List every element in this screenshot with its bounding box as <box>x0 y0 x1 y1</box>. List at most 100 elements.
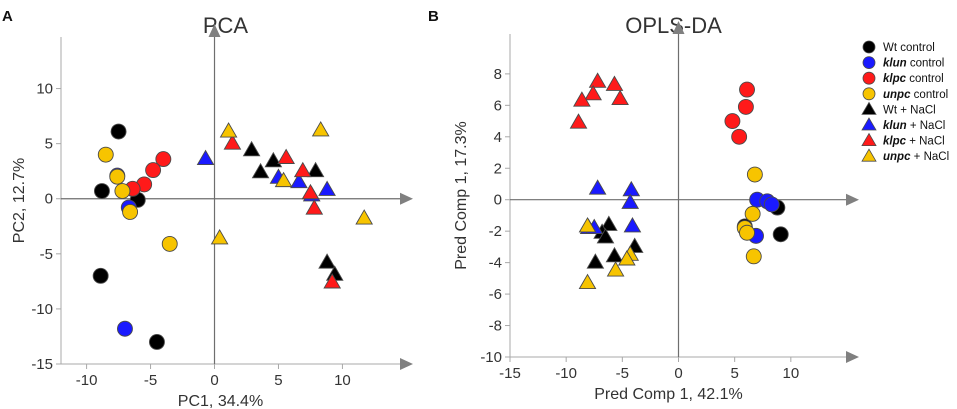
y-tick-label: -2 <box>489 223 502 240</box>
data-point <box>622 180 641 197</box>
x-tick-label: -15 <box>499 365 521 382</box>
data-point <box>148 334 165 350</box>
series-wt_nacl <box>586 215 644 269</box>
data-point <box>578 217 597 233</box>
legend-marker <box>862 40 876 54</box>
data-point <box>219 122 238 138</box>
legend-condition: + NaCl <box>910 151 949 163</box>
x-axis-arrow <box>400 358 413 370</box>
data-point <box>92 267 109 284</box>
x-tick-label: -5 <box>616 365 629 382</box>
data-point <box>196 149 215 166</box>
x-axis-label: PC1, 34.4% <box>178 393 263 409</box>
y-tick-label: 4 <box>494 129 502 146</box>
x-tick-label: 10 <box>334 372 351 389</box>
data-point <box>596 228 615 244</box>
legend-condition: + NaCl <box>906 136 945 148</box>
y-tick-label: 0 <box>45 191 53 208</box>
y-tick-label: 0 <box>494 192 502 209</box>
legend-genotype: unpc <box>883 151 911 163</box>
legend-genotype: Wt <box>883 42 898 54</box>
data-point <box>210 228 229 245</box>
legend-label: unpc control <box>883 89 948 101</box>
data-point <box>117 320 133 337</box>
series-klpc_nacl <box>223 134 342 289</box>
data-point <box>588 72 607 88</box>
data-point <box>110 123 127 140</box>
data-point <box>145 162 162 179</box>
x-tick-label: 5 <box>274 372 282 389</box>
legend-genotype: klun <box>883 58 907 70</box>
legend-genotype: unpc <box>883 89 911 101</box>
x-tick-label: -5 <box>144 372 157 389</box>
data-point <box>242 140 261 157</box>
legend-marker <box>861 132 877 147</box>
legend-genotype: klun <box>883 120 907 132</box>
data-point <box>746 166 763 183</box>
legend-item-wt_nacl: Wt + NaCl <box>861 101 936 116</box>
series-klun_control <box>748 191 780 244</box>
data-point <box>318 180 336 196</box>
data-point <box>578 273 597 290</box>
series-klpc_control <box>124 151 172 197</box>
data-point <box>93 183 110 199</box>
data-point <box>744 205 761 222</box>
data-point <box>318 253 336 269</box>
vertical-axis-arrow <box>208 24 221 37</box>
data-point <box>306 161 325 178</box>
horizontal-axis-arrow <box>846 193 859 206</box>
legend-item-klun_nacl: klun + NaCl <box>861 117 946 132</box>
y-tick-label: -8 <box>489 318 502 335</box>
x-tick-label: 0 <box>210 372 218 389</box>
data-point <box>161 235 178 252</box>
legend-genotype: klpc <box>883 136 907 148</box>
y-axis-label: Pred Comp 1, 17.3% <box>453 121 470 270</box>
data-point <box>731 128 748 145</box>
data-point <box>584 84 602 101</box>
data-point <box>599 215 618 231</box>
legend-condition: + NaCl <box>907 120 946 132</box>
series-unpc_control <box>736 166 763 265</box>
data-point <box>621 193 640 209</box>
y-tick-label: 10 <box>36 81 53 98</box>
data-point <box>605 246 624 263</box>
data-point <box>737 98 754 115</box>
x-tick-label: -10 <box>76 372 98 389</box>
data-point <box>109 168 126 185</box>
legend-label: klun control <box>883 58 944 70</box>
data-point <box>617 250 636 266</box>
data-point <box>724 113 741 130</box>
legend-condition: control <box>906 73 944 85</box>
series-unpc_control <box>97 146 178 252</box>
data-point <box>739 224 755 241</box>
data-point <box>763 196 780 213</box>
data-point <box>293 161 312 178</box>
opls-da-chart: OPLS-DA-15 -10 -5 0 5 10-10-8-6-4-202468Pred … <box>453 13 859 403</box>
y-tick-label: -4 <box>489 255 502 272</box>
y-tick-label: -15 <box>31 356 53 373</box>
x-axis-label: Pred Comp 1, 42.1% <box>594 386 743 403</box>
legend-item-wt_control: Wt control <box>862 40 935 54</box>
data-point <box>97 146 114 163</box>
data-point <box>155 151 172 168</box>
data-point <box>772 226 789 243</box>
data-point <box>739 81 755 98</box>
legend-item-klun_control: klun control <box>862 56 944 70</box>
legend-label: Wt control <box>883 42 935 54</box>
data-point <box>605 75 624 91</box>
legend-marker <box>862 71 876 85</box>
data-point <box>573 91 591 107</box>
data-point <box>586 253 605 269</box>
legend-genotype: Wt <box>883 104 898 116</box>
data-point <box>355 209 374 225</box>
horizontal-axis-arrow <box>400 192 413 205</box>
y-tick-label: -6 <box>489 286 502 303</box>
panel-letter-b: B <box>428 8 439 25</box>
y-tick-label: -5 <box>40 246 53 263</box>
legend-marker <box>861 117 877 131</box>
series-klpc_nacl <box>569 72 629 129</box>
legend-condition: control <box>897 42 935 54</box>
x-tick-label: 0 <box>674 365 682 382</box>
data-point <box>301 183 320 200</box>
